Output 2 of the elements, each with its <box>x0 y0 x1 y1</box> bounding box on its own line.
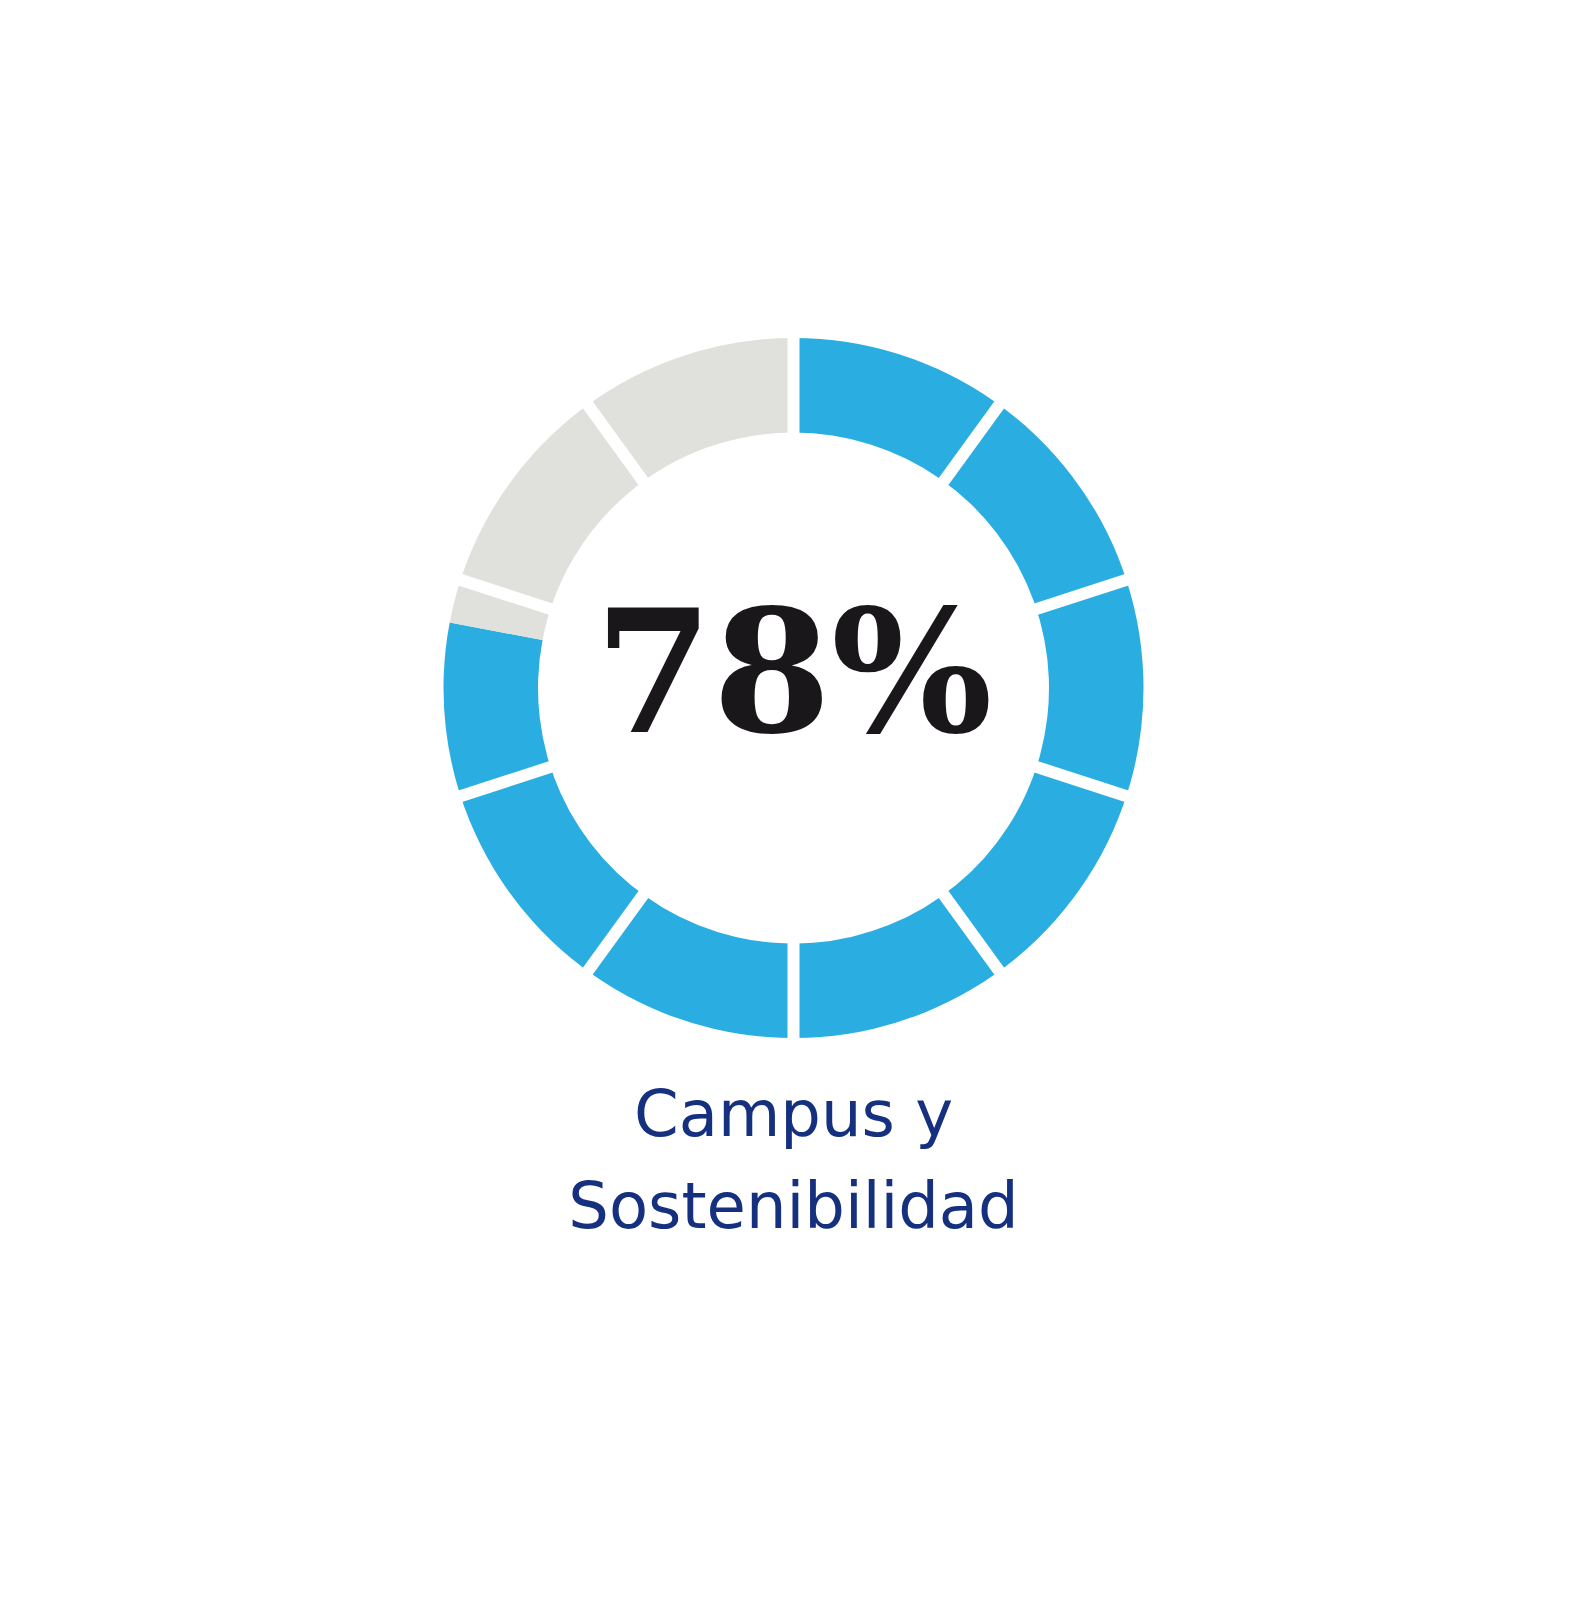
data-label: 78% <box>594 572 993 773</box>
text: Campus y Sostenibilidad <box>567 1076 1020 1245</box>
